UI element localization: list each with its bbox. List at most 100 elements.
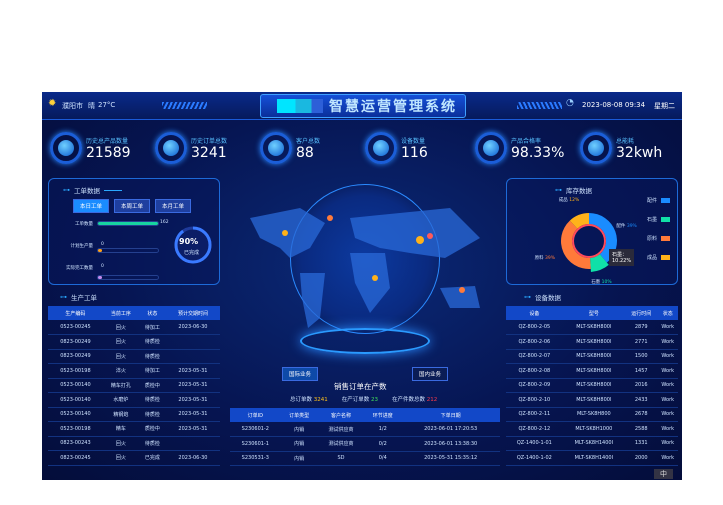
table-cell: 0/4 <box>364 451 402 466</box>
table-cell: Work <box>657 421 678 437</box>
equipment-row[interactable]: QZ-800-2-08 MLT-SK8H800I 1457 Work <box>506 363 678 379</box>
sales-order-row[interactable]: S230531-3 内销 SD 0/4 2023-05-31 15:35:12 <box>230 451 500 466</box>
work-order-panel: ⊶ 工单数据 本日工单 本周工单 本月工单 工单数量 162 计划生产量 0 实际完工数量… <box>48 178 220 285</box>
table-cell: 2678 <box>624 407 658 422</box>
legend-label: 原料 <box>647 236 658 242</box>
column-header: 状态 <box>657 306 678 320</box>
table-cell: 2016 <box>624 378 658 393</box>
tab-international[interactable]: 国际业务 <box>282 367 319 381</box>
table-cell: 2023-05-31 15:35:12 <box>401 451 500 466</box>
kpi-ring-icon <box>475 132 507 164</box>
tab-today-orders[interactable]: 本日工单 <box>73 199 110 213</box>
pie-tooltip: 石墨： 10.22% <box>609 249 635 266</box>
sales-order-row[interactable]: S230601-1 内销 测试供应商 0/2 2023-06-01 13:38:30 <box>230 436 500 452</box>
table-cell: 2771 <box>624 334 658 350</box>
table-cell: QZ-800-2-12 <box>506 421 563 437</box>
dashboard: ✹ 濮阳市 晴 27°C 智慧运营管理系统 ◔ 2023-08-08 09:34… <box>42 92 682 480</box>
table-cell: 0523-00140 <box>48 407 103 422</box>
panel-title: 工单数据 <box>74 187 100 195</box>
table-cell: SD <box>317 451 365 466</box>
table-cell: Work <box>657 392 678 408</box>
kpi-value: 32kwh <box>616 144 663 161</box>
table-cell: 2879 <box>624 320 658 335</box>
table-cell: 淬火 <box>102 363 139 379</box>
tab-week-orders[interactable]: 本周工单 <box>114 199 151 213</box>
production-row[interactable]: 0523-00140 水磨炉 待质检 2023-05-31 <box>48 392 220 408</box>
kpi-text: 总能耗 32kwh <box>616 136 662 161</box>
tab-domestic[interactable]: 国内业务 <box>412 367 449 381</box>
table-cell: MLT-SK8H800I <box>562 363 625 379</box>
key-icon: ⊶ <box>63 186 70 194</box>
page-title: 智慧运营管理系统 <box>329 99 457 115</box>
pie-slice-成品[interactable] <box>569 213 589 229</box>
stat-label: 在产件数总数 <box>392 397 427 403</box>
pie-slice-原料[interactable] <box>561 220 591 269</box>
equipment-row[interactable]: QZ-800-2-06 MLT-SK8H800I 2771 Work <box>506 334 678 350</box>
table-cell: Work <box>657 436 678 451</box>
production-row[interactable]: 0523-00198 淬火 待加工 2023-05-31 <box>48 363 220 379</box>
production-row[interactable]: 0523-00198 精车 质检中 2023-05-31 <box>48 421 220 437</box>
equipment-row[interactable]: QZ-1400-1-02 MLT-SK8H1400I 2000 Work <box>506 450 678 466</box>
slice-percent: 39% <box>626 224 637 230</box>
table-cell: 待质检 <box>138 392 166 408</box>
sales-stat: 在产订单数 23 <box>342 395 378 403</box>
production-row[interactable]: 0823-00245 回火 已完成 2023-06-30 <box>48 450 220 466</box>
equipment-row[interactable]: QZ-1400-1-01 MLT-SK8H1400I 1331 Work <box>506 436 678 451</box>
gauge-label: 已完成 <box>184 250 200 256</box>
legend-item[interactable]: 配件 <box>647 197 671 204</box>
table-cell: MLT-SK8H800I <box>562 392 625 408</box>
production-row[interactable]: 0523-00245 回火 待加工 2023-06-30 <box>48 320 220 335</box>
kpi-text: 客户总数 88 <box>296 136 320 161</box>
kpi-orb <box>163 140 179 156</box>
equipment-row[interactable]: QZ-800-2-12 MLT-SK8H1000 2588 Work <box>506 421 678 437</box>
sales-order-row[interactable]: S230601-2 内销 测试供应商 1/2 2023-06-01 17:20:53 <box>230 422 500 437</box>
equipment-row[interactable]: QZ-800-2-05 MLT-SK8H800I 2879 Work <box>506 320 678 335</box>
equipment-row[interactable]: QZ-800-2-07 MLT-SK8H800I 1500 Work <box>506 349 678 364</box>
table-cell: S230601-2 <box>230 422 281 437</box>
tab-month-orders[interactable]: 本月工单 <box>155 199 192 213</box>
table-cell: 精车 <box>102 421 139 437</box>
equipment-row[interactable]: QZ-800-2-10 MLT-SK8H800I 2433 Work <box>506 392 678 408</box>
production-row[interactable]: 0823-00249 回火 待质检 <box>48 349 220 364</box>
table-cell: 水磨炉 <box>102 392 139 408</box>
kpi-label: 设备数量 <box>401 137 426 145</box>
stat-value: 212 <box>426 397 438 403</box>
equipment-table: 设备 型号 运行时间 状态 QZ-800-2-05 MLT-SK8H800I 2879 Wor… <box>506 306 678 466</box>
production-row[interactable]: 0523-00140 精车打孔 质检中 2023-05-31 <box>48 378 220 393</box>
bar-label: 实际完工数量 <box>66 266 93 271</box>
legend-item[interactable]: 石墨 <box>647 216 671 223</box>
kpi-label: 客户总数 <box>296 137 321 145</box>
table-cell: 0523-00245 <box>48 320 103 335</box>
legend-item[interactable]: 成品 <box>647 254 671 261</box>
kpi-card: 历史总产品数量 21589 <box>50 126 150 170</box>
table-cell: QZ-800-2-07 <box>506 349 563 364</box>
slice-percent: 10% <box>601 279 612 285</box>
kpi-text: 产品合格率 98.33% <box>511 136 564 161</box>
map-point <box>372 275 378 281</box>
table-cell: 0523-00140 <box>48 378 103 393</box>
kpi-label: 总能耗 <box>616 137 635 145</box>
equipment-row[interactable]: QZ-800-2-11 MLT-SK8H800 2678 Work <box>506 407 678 422</box>
table-cell: S230601-1 <box>230 436 281 452</box>
production-row[interactable]: 0523-00140 精钢炮 待质检 2023-05-31 <box>48 407 220 422</box>
production-row[interactable]: 0823-00249 回火 待质检 <box>48 334 220 350</box>
bar-label: 计划生产量 <box>70 244 94 249</box>
legend-item[interactable]: 原料 <box>647 235 671 242</box>
weekday: 星期二 <box>654 102 675 110</box>
map-point <box>427 233 433 239</box>
table-cell: 0/2 <box>364 436 402 452</box>
slice-percent: 39% <box>545 256 556 262</box>
table-cell: 0523-00140 <box>48 392 103 408</box>
table-cell: 回火 <box>102 320 139 335</box>
slice-label: 石墨 10% <box>591 279 611 285</box>
key-icon: ⊶ <box>524 293 531 301</box>
equipment-row[interactable]: QZ-800-2-09 MLT-SK8H800I 2016 Work <box>506 378 678 393</box>
production-row[interactable]: 0823-00243 回火 待质检 <box>48 436 220 451</box>
column-header: 预计交期时间 <box>165 306 220 320</box>
table-cell: Work <box>657 320 678 335</box>
kpi-card: 设备数量 116 <box>365 126 465 170</box>
ime-indicator[interactable]: 中 <box>654 469 673 479</box>
kpi-card: 总能耗 32kwh <box>580 126 680 170</box>
clock-icon: ◔ <box>566 98 574 108</box>
pie-slice-石墨[interactable] <box>590 254 609 272</box>
